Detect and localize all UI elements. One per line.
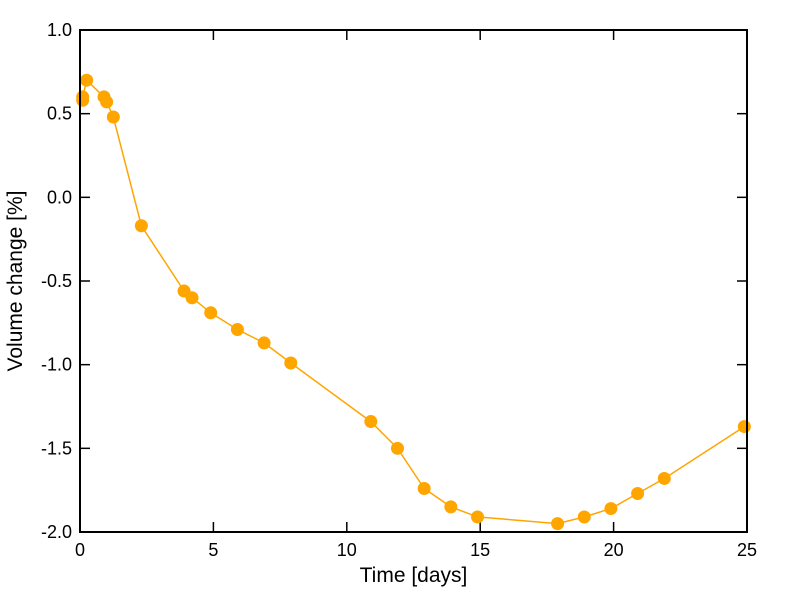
data-point xyxy=(284,356,298,370)
data-point xyxy=(134,219,148,233)
y-tick-label: -1.0 xyxy=(41,355,72,375)
data-point xyxy=(106,110,120,124)
x-axis-ticks: 0 5 10 15 20 25 xyxy=(75,30,757,560)
data-point xyxy=(471,510,485,524)
data-point xyxy=(76,90,90,104)
plot-frame xyxy=(79,29,748,533)
y-axis-ticks: 1.0 0.5 0.0 -0.5 -1.0 -1.5 -2.0 xyxy=(41,20,747,542)
x-tick-label: 25 xyxy=(737,540,757,560)
x-tick-label: 15 xyxy=(470,540,490,560)
series-line xyxy=(81,78,745,525)
y-axis-title: Volume change [%] xyxy=(4,191,27,372)
data-point xyxy=(204,306,218,320)
data-point xyxy=(185,291,199,305)
data-point xyxy=(737,420,751,434)
data-point xyxy=(631,487,645,501)
data-point xyxy=(577,510,591,524)
y-tick-label: -1.5 xyxy=(41,438,72,458)
data-point xyxy=(604,502,618,516)
y-tick-label: -2.0 xyxy=(41,522,72,542)
data-point xyxy=(551,517,565,531)
x-tick-label: 5 xyxy=(208,540,218,560)
data-point xyxy=(100,95,114,109)
data-point xyxy=(444,500,458,514)
y-tick-label: -0.5 xyxy=(41,271,72,291)
y-tick-label: 1.0 xyxy=(47,20,72,40)
series-line-group xyxy=(81,78,745,525)
series-points-group xyxy=(76,73,751,531)
x-tick-label: 10 xyxy=(337,540,357,560)
x-axis-title: Time [days] xyxy=(360,564,468,587)
data-point xyxy=(364,415,378,429)
data-point xyxy=(390,441,404,455)
data-point xyxy=(417,481,431,495)
y-tick-label: 0.0 xyxy=(47,187,72,207)
x-tick-label: 0 xyxy=(75,540,85,560)
y-tick-label: 0.5 xyxy=(47,104,72,124)
data-point xyxy=(80,73,94,87)
data-point xyxy=(230,323,244,337)
x-tick-label: 20 xyxy=(604,540,624,560)
data-point xyxy=(257,336,271,350)
data-point xyxy=(657,471,671,485)
